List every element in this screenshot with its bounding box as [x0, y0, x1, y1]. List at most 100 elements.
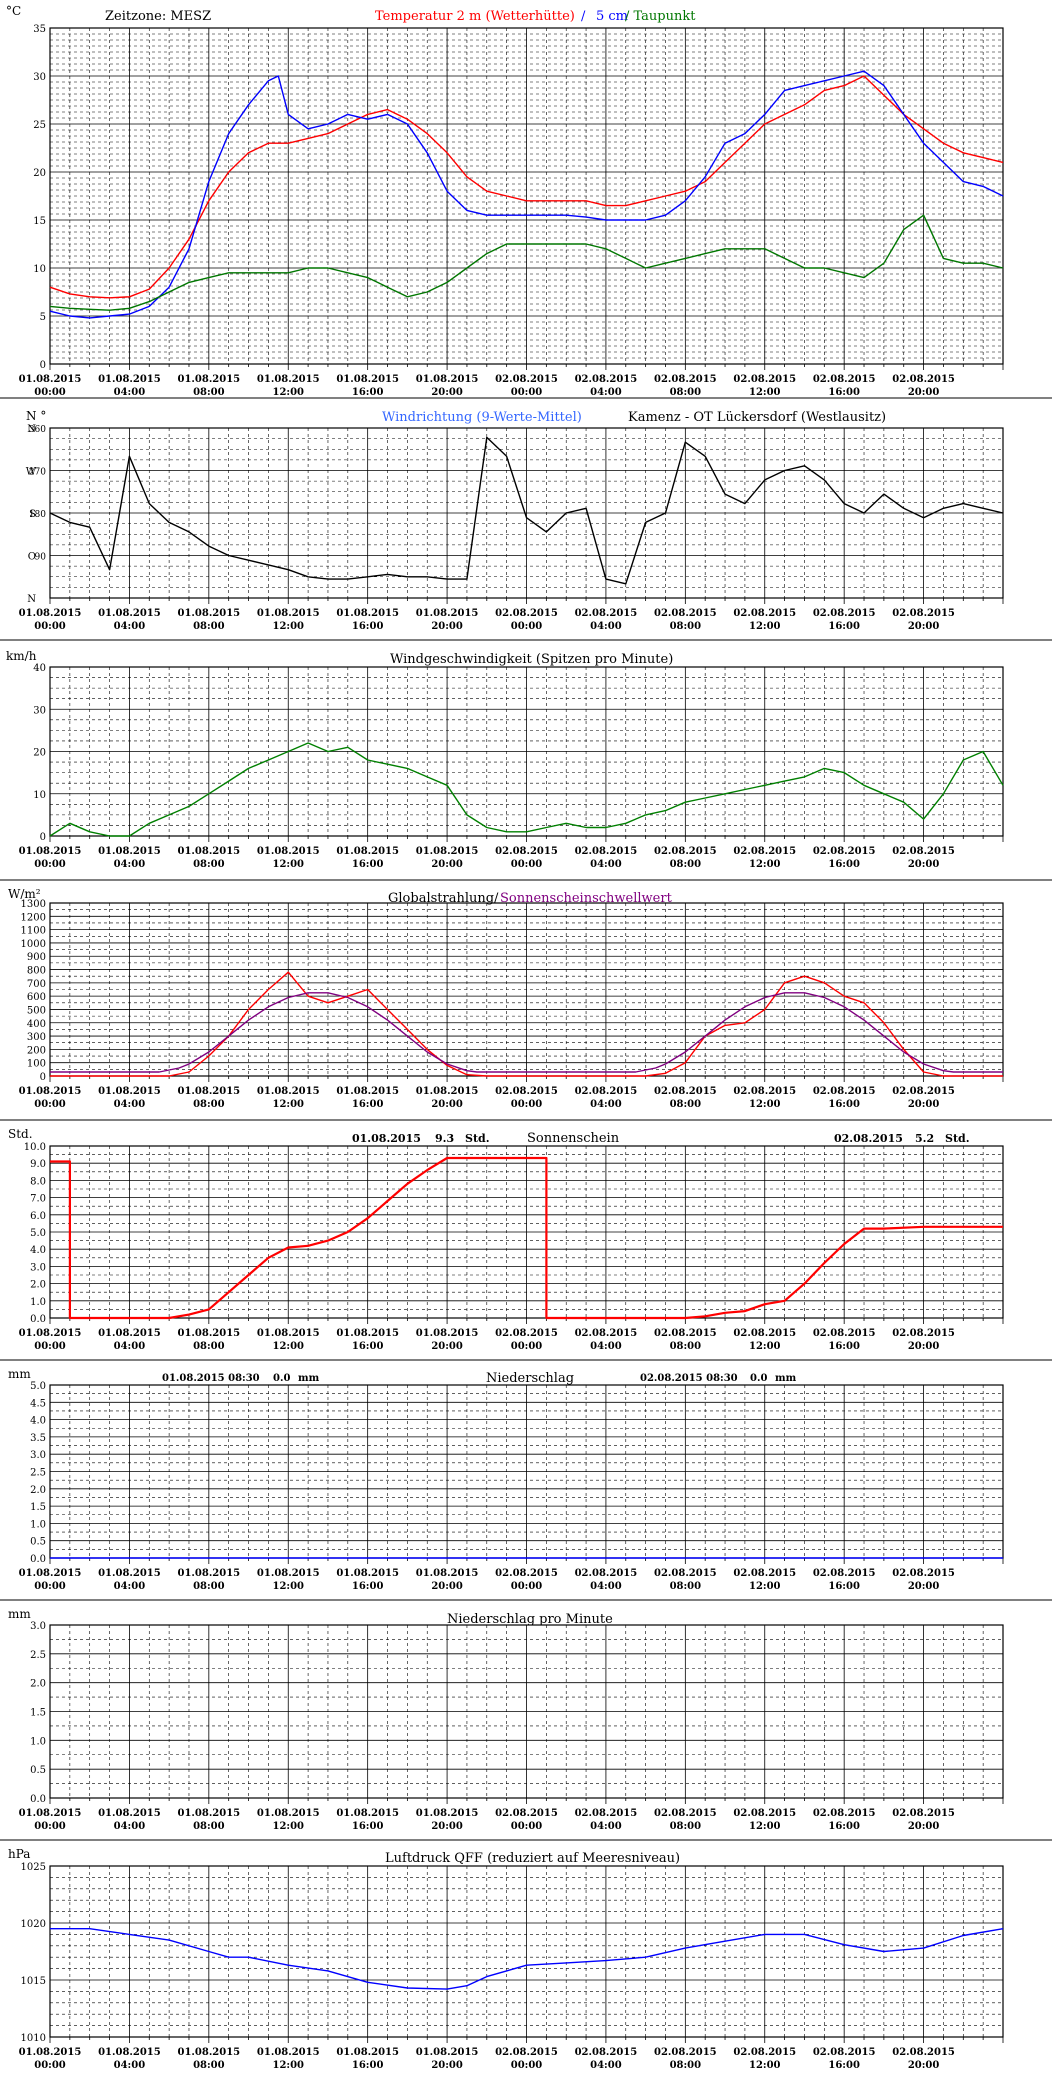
x-tick-time: 20:00 — [431, 1341, 463, 1352]
y-tick-label: O — [28, 552, 36, 563]
plot-frame — [49, 1145, 1004, 1319]
x-tick-date: 01.08.2015 — [98, 1086, 161, 1097]
x-tick-date: 02.08.2015 — [654, 374, 717, 385]
sunshine-day1-value: 9.3 — [435, 1132, 454, 1145]
x-tick-time: 20:00 — [431, 1099, 463, 1110]
x-tick-date: 02.08.2015 — [495, 608, 558, 619]
y-tick-label: 10 — [33, 264, 46, 275]
x-tick-date: 02.08.2015 — [495, 1086, 558, 1097]
precip-title: Niederschlag — [486, 1371, 574, 1386]
x-tick-date: 01.08.2015 — [178, 2047, 241, 2058]
x-tick-date: 01.08.2015 — [336, 846, 399, 857]
x-tick-date: 02.08.2015 — [813, 608, 876, 619]
x-tick-date: 01.08.2015 — [336, 608, 399, 619]
x-tick-time: 00:00 — [34, 859, 66, 870]
x-tick-date: 02.08.2015 — [654, 608, 717, 619]
y-tick-label: 0 — [40, 360, 46, 371]
x-tick-time: 00:00 — [34, 1341, 66, 1352]
precip_minute-panel: 0.0 0.5 1.0 1.5 2.0 2.5 3.0 01.08.2015 00:00 01.0… — [0, 1607, 1052, 1841]
x-tick-date: 02.08.2015 — [813, 374, 876, 385]
x-tick-date: 01.08.2015 — [19, 608, 82, 619]
x-tick-date: 01.08.2015 — [178, 1086, 241, 1097]
x-tick-time: 20:00 — [908, 2060, 940, 2071]
x-tick-time: 08:00 — [670, 621, 702, 632]
y-tick-label: 0.5 — [30, 1765, 46, 1776]
sunshine-day2-value: 5.2 — [915, 1132, 934, 1145]
x-tick-time: 04:00 — [590, 1341, 622, 1352]
x-tick-date: 02.08.2015 — [575, 846, 638, 857]
x-tick-time: 20:00 — [908, 1581, 940, 1592]
x-tick-date: 02.08.2015 — [575, 1328, 638, 1339]
x-tick-time: 08:00 — [670, 1821, 702, 1832]
y-tick-label: 600 — [27, 992, 46, 1003]
x-tick-date: 02.08.2015 — [654, 1328, 717, 1339]
x-tick-date: 02.08.2015 — [575, 608, 638, 619]
x-tick-time: 04:00 — [114, 2060, 146, 2071]
x-tick-date: 01.08.2015 — [19, 1808, 82, 1819]
precip-day2-date: 02.08.2015 08:30 — [640, 1373, 738, 1384]
x-tick-time: 04:00 — [114, 1341, 146, 1352]
x-tick-time: 08:00 — [670, 387, 702, 398]
x-tick-date: 02.08.2015 — [813, 1808, 876, 1819]
x-tick-date: 01.08.2015 — [336, 1086, 399, 1097]
x-tick-time: 12:00 — [749, 1099, 781, 1110]
y-tick-label: 6.0 — [30, 1211, 46, 1222]
x-tick-time: 12:00 — [272, 1341, 304, 1352]
x-tick-time: 08:00 — [193, 1341, 225, 1352]
x-tick-date: 02.08.2015 — [575, 1086, 638, 1097]
y-tick-label: 30 — [33, 72, 46, 83]
x-tick-time: 12:00 — [272, 2060, 304, 2071]
y-tick-label: N — [27, 594, 36, 605]
x-tick-time: 20:00 — [431, 1581, 463, 1592]
x-tick-date: 02.08.2015 — [733, 374, 796, 385]
x-tick-date: 01.08.2015 — [336, 374, 399, 385]
x-tick-time: 16:00 — [828, 1581, 860, 1592]
x-tick-date: 02.08.2015 — [654, 1568, 717, 1579]
y-axis-unit: W/m² — [8, 887, 41, 901]
x-tick-time: 12:00 — [272, 1099, 304, 1110]
y-tick-label: 35 — [33, 24, 46, 35]
x-tick-time: 12:00 — [272, 387, 304, 398]
x-tick-time: 20:00 — [431, 2060, 463, 2071]
x-tick-date: 02.08.2015 — [733, 608, 796, 619]
x-tick-time: 08:00 — [670, 1099, 702, 1110]
y-tick-label: N — [27, 424, 36, 435]
x-tick-time: 16:00 — [352, 1581, 384, 1592]
panel-title: Globalstrahlung/ — [388, 891, 499, 906]
wind-direction-title: Windrichtung (9-Werte-Mittel) — [382, 410, 582, 425]
x-tick-time: 00:00 — [511, 1581, 543, 1592]
x-tick-date: 01.08.2015 — [98, 1568, 161, 1579]
x-tick-date: 01.08.2015 — [178, 1808, 241, 1819]
x-tick-date: 02.08.2015 — [813, 846, 876, 857]
x-tick-date: 01.08.2015 — [19, 1328, 82, 1339]
y-tick-label: 800 — [27, 966, 46, 977]
x-tick-date: 02.08.2015 — [654, 2047, 717, 2058]
x-tick-date: 01.08.2015 — [19, 374, 82, 385]
series-line-wind_dir_mean — [49, 436, 1004, 585]
y-tick-label: 20 — [33, 748, 46, 759]
y-tick-label: 1000 — [21, 939, 46, 950]
x-tick-date: 01.08.2015 — [257, 1328, 320, 1339]
precip-day1-value: 0.0 — [273, 1373, 290, 1384]
x-tick-date: 02.08.2015 — [575, 1568, 638, 1579]
precip-day2-value: 0.0 — [750, 1373, 767, 1384]
x-tick-date: 02.08.2015 — [495, 846, 558, 857]
y-axis-unit: N ° — [26, 409, 46, 423]
y-tick-label: 2.5 — [30, 1468, 46, 1479]
y-tick-label: 1.5 — [30, 1708, 46, 1719]
y-tick-label: 30 — [33, 705, 46, 716]
y-tick-degree: 360 — [29, 425, 46, 435]
y-tick-label: 0 — [40, 1072, 46, 1083]
x-tick-time: 00:00 — [511, 1099, 543, 1110]
series-line-radiation — [50, 971, 1003, 1077]
y-tick-label: 10 — [33, 790, 46, 801]
x-tick-time: 16:00 — [352, 387, 384, 398]
x-tick-time: 20:00 — [908, 1099, 940, 1110]
x-tick-time: 20:00 — [908, 1341, 940, 1352]
x-tick-time: 04:00 — [114, 859, 146, 870]
x-tick-date: 02.08.2015 — [892, 1086, 955, 1097]
y-tick-label: 3.0 — [30, 1450, 46, 1461]
y-tick-label: 200 — [27, 1045, 46, 1056]
y-tick-label: 1.0 — [30, 1736, 46, 1747]
